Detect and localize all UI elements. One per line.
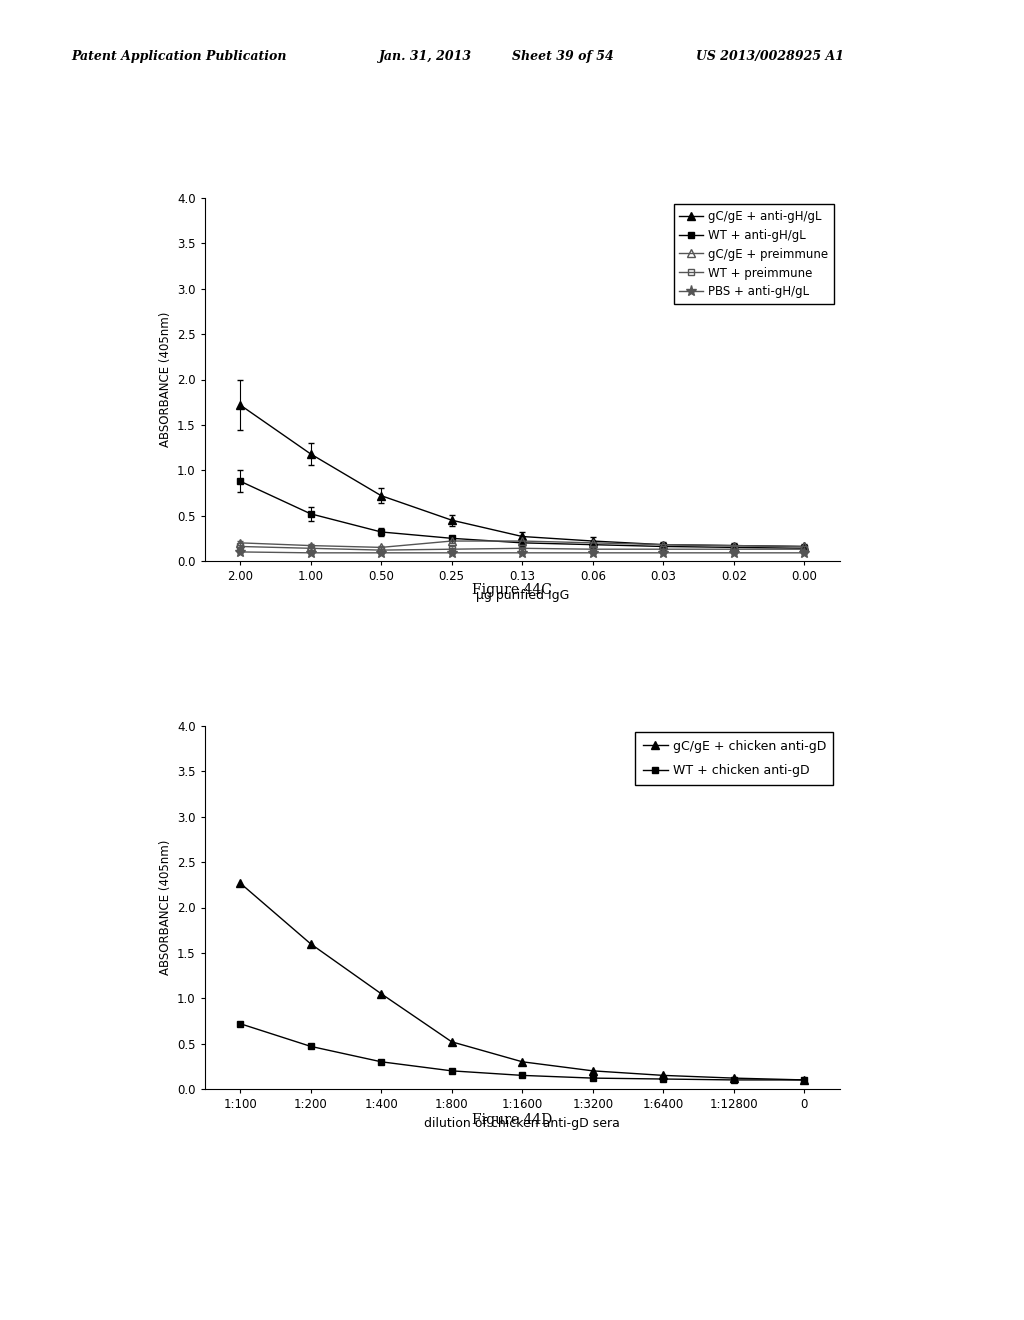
gC/gE + chicken anti-gD xyxy=(799,1072,811,1088)
WT + chicken anti-gD xyxy=(375,1053,387,1069)
gC/gE + chicken anti-gD xyxy=(445,1034,458,1049)
WT + chicken anti-gD xyxy=(304,1039,316,1055)
Y-axis label: ABSORBANCE (405nm): ABSORBANCE (405nm) xyxy=(159,840,172,975)
Y-axis label: ABSORBANCE (405nm): ABSORBANCE (405nm) xyxy=(159,312,172,447)
Text: Sheet 39 of 54: Sheet 39 of 54 xyxy=(512,50,613,63)
Text: Patent Application Publication: Patent Application Publication xyxy=(72,50,287,63)
WT + chicken anti-gD xyxy=(587,1071,599,1086)
WT + chicken anti-gD xyxy=(799,1072,811,1088)
gC/gE + chicken anti-gD xyxy=(375,986,387,1002)
Text: Figure 44C: Figure 44C xyxy=(472,583,552,598)
WT + chicken anti-gD xyxy=(657,1071,670,1086)
Text: US 2013/0028925 A1: US 2013/0028925 A1 xyxy=(696,50,845,63)
WT + chicken anti-gD xyxy=(516,1068,528,1084)
Text: Figure 44D: Figure 44D xyxy=(472,1113,552,1127)
gC/gE + chicken anti-gD xyxy=(233,875,246,891)
X-axis label: dilution of chicken anti-gD sera: dilution of chicken anti-gD sera xyxy=(424,1117,621,1130)
Line: gC/gE + chicken anti-gD: gC/gE + chicken anti-gD xyxy=(236,879,809,1084)
Line: WT + chicken anti-gD: WT + chicken anti-gD xyxy=(237,1020,808,1084)
Text: Jan. 31, 2013: Jan. 31, 2013 xyxy=(379,50,472,63)
WT + chicken anti-gD xyxy=(728,1072,740,1088)
Legend: gC/gE + chicken anti-gD, WT + chicken anti-gD: gC/gE + chicken anti-gD, WT + chicken an… xyxy=(635,733,834,784)
WT + chicken anti-gD xyxy=(445,1063,458,1078)
gC/gE + chicken anti-gD xyxy=(728,1071,740,1086)
WT + chicken anti-gD xyxy=(233,1016,246,1032)
Legend: gC/gE + anti-gH/gL, WT + anti-gH/gL, gC/gE + preimmune, WT + preimmune, PBS + an: gC/gE + anti-gH/gL, WT + anti-gH/gL, gC/… xyxy=(674,203,834,305)
gC/gE + chicken anti-gD xyxy=(516,1053,528,1069)
gC/gE + chicken anti-gD xyxy=(587,1063,599,1078)
gC/gE + chicken anti-gD xyxy=(304,936,316,952)
gC/gE + chicken anti-gD xyxy=(657,1068,670,1084)
X-axis label: µg purified IgG: µg purified IgG xyxy=(475,589,569,602)
